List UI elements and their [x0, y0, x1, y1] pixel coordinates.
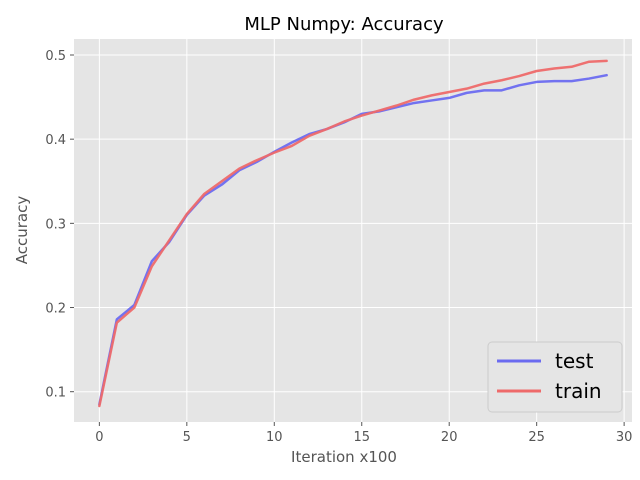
- legend: test train: [487, 341, 623, 413]
- x-tick-label: 25: [528, 430, 545, 445]
- chart-title: MLP Numpy: Accuracy: [244, 14, 444, 35]
- y-tick-label: 0.2: [45, 302, 66, 317]
- legend-label-test: test: [555, 349, 594, 373]
- x-tick-label: 15: [353, 430, 370, 445]
- y-axis-label: Accuracy: [13, 196, 31, 265]
- x-tick-label: 10: [266, 430, 283, 445]
- y-axis-ticks: 0.1 0.2 0.3 0.4 0.5: [45, 49, 74, 401]
- x-axis-label: Iteration x100: [291, 448, 397, 466]
- y-tick-label: 0.1: [45, 386, 66, 401]
- series-line-train: [98, 59, 608, 408]
- y-tick-label: 0.4: [45, 133, 66, 148]
- x-tick-label: 20: [441, 430, 458, 445]
- x-tick-label: 30: [616, 430, 633, 445]
- x-axis-ticks: 0 5 10 15 20 25 30: [95, 422, 632, 445]
- y-tick-label: 0.3: [45, 217, 66, 232]
- y-tick-label: 0.5: [45, 49, 66, 64]
- series-lines: [98, 59, 608, 408]
- x-tick-label: 0: [95, 430, 103, 445]
- legend-label-train: train: [555, 379, 602, 403]
- x-tick-label: 5: [183, 430, 191, 445]
